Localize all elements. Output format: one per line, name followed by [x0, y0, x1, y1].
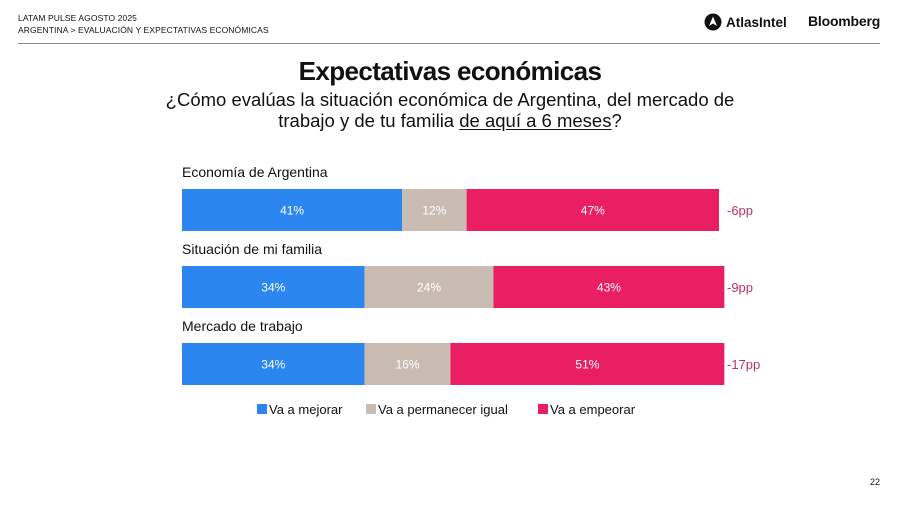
page-title: Expectativas económicas [298, 56, 602, 86]
data-label: 34% [261, 281, 285, 295]
legend-swatch-mejorar [257, 404, 267, 414]
atlasintel-logo: AtlasIntel [704, 13, 787, 31]
legend-swatch-empeorar [538, 404, 548, 414]
bar-segment-mejorar [182, 189, 403, 231]
atlasintel-icon [704, 13, 722, 31]
header-divider [18, 43, 880, 44]
data-label: 41% [280, 204, 304, 218]
net-label: -6pp [727, 203, 753, 218]
legend-label: Va a empeorar [550, 402, 636, 417]
bloomberg-logo: Bloomberg [808, 13, 881, 29]
bar-segment-igual [364, 266, 494, 308]
report-name: LATAM PULSE AGOSTO 2025 [18, 13, 137, 23]
data-label: 24% [417, 281, 441, 295]
bar-segment-igual [364, 343, 451, 385]
page-number: 22 [869, 477, 880, 487]
legend-label: Va a mejorar [269, 402, 343, 417]
subtitle-text: ¿Cómo evalúas la situación económica de … [165, 89, 735, 131]
header-breadcrumb: LATAM PULSE AGOSTO 2025 ARGENTINA > EVAL… [18, 12, 269, 36]
subtitle-end: ? [611, 110, 622, 131]
data-label: 43% [597, 281, 621, 295]
net-label: -17pp [727, 357, 760, 372]
page-subtitle: ¿Cómo evalúas la situación económica de … [150, 89, 750, 131]
data-label: 51% [575, 358, 599, 372]
data-label: 12% [422, 204, 446, 218]
data-label: 47% [581, 204, 605, 218]
bar-segment-igual [402, 189, 467, 231]
net-label: -9pp [727, 280, 753, 295]
category-label: Mercado de trabajo [182, 318, 303, 334]
bar-segment-mejorar [182, 266, 365, 308]
section-path: ARGENTINA > EVALUACIÓN Y EXPECTATIVAS EC… [18, 25, 269, 35]
data-label: 16% [396, 358, 420, 372]
bar-segment-empeorar [493, 266, 725, 308]
atlasintel-wordmark: AtlasIntel [726, 14, 787, 30]
subtitle-underlined: de aquí a 6 meses [459, 110, 612, 131]
bar-segment-mejorar [182, 343, 365, 385]
legend-label: Va a permanecer igual [378, 402, 508, 417]
bar-segment-empeorar [450, 343, 725, 385]
stacked-bar-chart: Economía de Argentina 41% 12% 47% -6pp Situac… [182, 164, 760, 417]
legend-swatch-igual [366, 404, 376, 414]
category-label: Situación de mi familia [182, 241, 322, 257]
bar-segment-empeorar [466, 189, 719, 231]
data-label: 34% [261, 358, 285, 372]
category-label: Economía de Argentina [182, 164, 328, 180]
